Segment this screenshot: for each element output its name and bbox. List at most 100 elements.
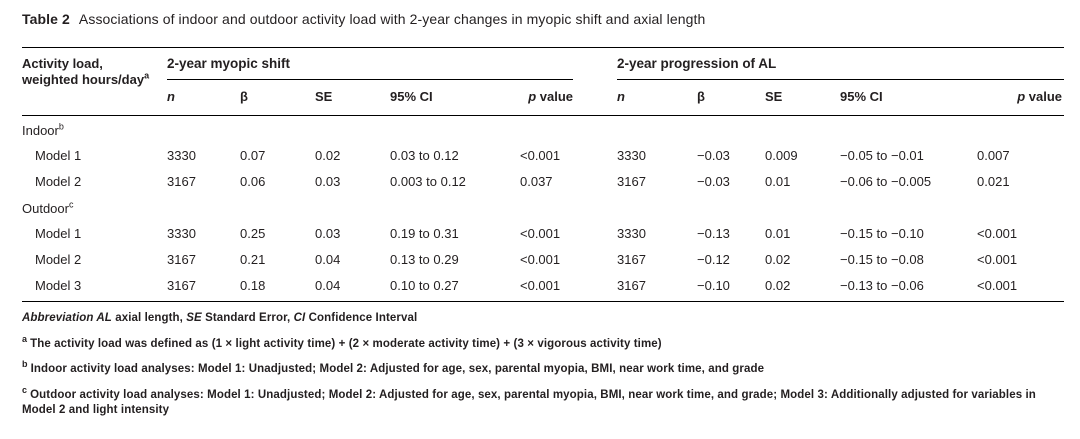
data-cell: 0.03 bbox=[315, 174, 341, 189]
table-number: Table 2 bbox=[22, 11, 70, 27]
row-header-label: Activity load, weighted hours/day bbox=[22, 56, 145, 87]
data-cell: 3167 bbox=[167, 174, 196, 189]
col-ci-al: 95% CI bbox=[840, 80, 978, 116]
col-beta-shift: β bbox=[240, 80, 315, 116]
data-cell: −0.03 bbox=[697, 148, 730, 163]
group-header-al-progression: 2-year progression of AL bbox=[617, 48, 1065, 80]
table-row: Model 2 3167 0.06 0.03 0.003 to 0.12 0.0… bbox=[22, 168, 1064, 194]
data-cell: 0.037 bbox=[520, 174, 553, 189]
footnote-b-marker: b bbox=[22, 359, 28, 370]
section-row-outdoor: Outdoorc bbox=[22, 194, 1064, 220]
col-p-shift: p value bbox=[520, 80, 618, 116]
col-se-al: SE bbox=[765, 80, 841, 116]
data-cell: −0.13 to −0.06 bbox=[840, 272, 978, 302]
table-row: Model 1 3330 0.07 0.02 0.03 to 0.12 <0.0… bbox=[22, 142, 1064, 168]
col-ci-shift: 95% CI bbox=[390, 80, 520, 116]
row-label: Model 2 bbox=[35, 252, 82, 267]
data-cell: 0.01 bbox=[765, 226, 791, 241]
data-cell: <0.001 bbox=[977, 252, 1018, 267]
footnote-abbreviations: Abbreviation AL axial length, SE Standar… bbox=[22, 312, 418, 324]
footnote-c: c Outdoor activity load analyses: Model 1… bbox=[22, 384, 1036, 416]
section-label-cell: Outdoorc bbox=[22, 194, 1064, 220]
data-cell: −0.15 to −0.08 bbox=[840, 252, 924, 267]
data-cell: 3167 bbox=[617, 252, 646, 267]
col-n-al: n bbox=[617, 80, 698, 116]
data-cell: 0.04 bbox=[315, 252, 341, 267]
abbrev-ci: CI bbox=[293, 312, 306, 324]
data-cell: 3330 bbox=[167, 226, 196, 241]
data-cell: 0.003 to 0.12 bbox=[390, 174, 466, 189]
section-row-indoor: Indoorb bbox=[22, 116, 1064, 143]
col-se-shift: SE bbox=[315, 80, 390, 116]
data-cell: <0.001 bbox=[520, 252, 561, 267]
data-cell: −0.06 to −0.005 bbox=[840, 174, 932, 189]
section-label: Outdoor bbox=[22, 201, 69, 216]
data-cell: <0.001 bbox=[520, 226, 561, 241]
abbrev-al: AL bbox=[93, 312, 112, 324]
section-label-cell: Indoorb bbox=[22, 116, 1064, 143]
data-cell: −0.05 to −0.01 bbox=[840, 148, 924, 163]
data-cell: 0.03 to 0.12 bbox=[390, 148, 459, 163]
col-n-shift: n bbox=[167, 80, 240, 116]
data-cell: 0.19 to 0.31 bbox=[390, 226, 459, 241]
data-cell: 3330 bbox=[617, 148, 646, 163]
data-cell: 0.21 bbox=[240, 252, 266, 267]
data-cell: <0.001 bbox=[977, 272, 1065, 302]
data-cell: 0.25 bbox=[240, 226, 266, 241]
data-cell: 0.04 bbox=[315, 272, 390, 302]
data-cell: 0.10 to 0.27 bbox=[390, 272, 520, 302]
data-cell: −0.12 bbox=[697, 252, 730, 267]
row-label: Model 1 bbox=[35, 148, 82, 163]
section-footnote-marker: b bbox=[58, 121, 64, 132]
data-cell: 0.06 bbox=[240, 174, 266, 189]
row-header-footnote-marker: a bbox=[144, 70, 150, 81]
row-label: Model 1 bbox=[35, 226, 82, 241]
data-cell: 0.07 bbox=[240, 148, 266, 163]
data-cell: 0.02 bbox=[765, 272, 841, 302]
footnotes-block: Abbreviation AL axial length, SE Standar… bbox=[22, 302, 1064, 419]
footnote-b: b Indoor activity load analyses: Model 1:… bbox=[22, 359, 765, 375]
data-cell: 3167 bbox=[617, 174, 646, 189]
data-cell: <0.001 bbox=[977, 226, 1018, 241]
data-cell: −0.13 bbox=[697, 226, 730, 241]
data-cell: 0.007 bbox=[977, 148, 1010, 163]
table-row: Model 3 3167 0.18 0.04 0.10 to 0.27 <0.0… bbox=[22, 272, 1065, 302]
column-header-row: n β SE 95% CI p value n β SE 95% CI p va… bbox=[22, 80, 1065, 116]
data-cell: 0.03 bbox=[315, 226, 341, 241]
results-table: Activity load, weighted hours/daya 2-yea… bbox=[22, 47, 1065, 302]
paper-page: Table 2 Associations of indoor and outdoo… bbox=[22, 9, 1065, 419]
col-p-al: p value bbox=[977, 80, 1065, 116]
data-cell: <0.001 bbox=[520, 272, 618, 302]
footnote-c-marker: c bbox=[22, 384, 28, 395]
table-caption: Associations of indoor and outdoor activ… bbox=[78, 11, 706, 27]
col-beta-al: β bbox=[697, 80, 766, 116]
data-cell: 3167 bbox=[167, 252, 196, 267]
data-cell: 3167 bbox=[167, 272, 240, 302]
table-title: Table 2 Associations of indoor and outdoo… bbox=[22, 9, 1064, 29]
data-cell: 0.13 to 0.29 bbox=[390, 252, 459, 267]
data-cell: −0.03 bbox=[697, 174, 730, 189]
footnote-a-marker: a bbox=[22, 333, 28, 344]
abbrev-word: Abbreviation bbox=[22, 312, 94, 324]
data-cell: −0.10 bbox=[697, 272, 766, 302]
row-label: Model 2 bbox=[35, 174, 82, 189]
footnote-a: a The activity load was defined as (1 × l… bbox=[22, 333, 662, 350]
data-cell: <0.001 bbox=[520, 148, 561, 163]
data-cell: 3330 bbox=[167, 148, 196, 163]
section-footnote-marker: c bbox=[68, 199, 74, 210]
data-cell: 0.18 bbox=[240, 272, 315, 302]
group-header-myopic-shift: 2-year myopic shift bbox=[167, 48, 617, 80]
data-cell: 3330 bbox=[617, 226, 646, 241]
data-cell: 0.021 bbox=[977, 174, 1010, 189]
table-row: Model 2 3167 0.21 0.04 0.13 to 0.29 <0.0… bbox=[22, 246, 1064, 272]
group-header-row: Activity load, weighted hours/daya 2-yea… bbox=[22, 47, 1065, 116]
section-label: Indoor bbox=[22, 123, 59, 138]
data-cell: 0.009 bbox=[765, 148, 798, 163]
data-cell: 0.01 bbox=[765, 174, 791, 189]
data-cell: 3167 bbox=[617, 272, 698, 302]
row-label: Model 3 bbox=[22, 272, 167, 302]
abbrev-se: SE bbox=[186, 312, 202, 324]
table-row: Model 1 3330 0.25 0.03 0.19 to 0.31 <0.0… bbox=[22, 220, 1064, 246]
data-cell: −0.15 to −0.10 bbox=[840, 226, 924, 241]
row-header-cell: Activity load, weighted hours/daya bbox=[22, 47, 167, 116]
